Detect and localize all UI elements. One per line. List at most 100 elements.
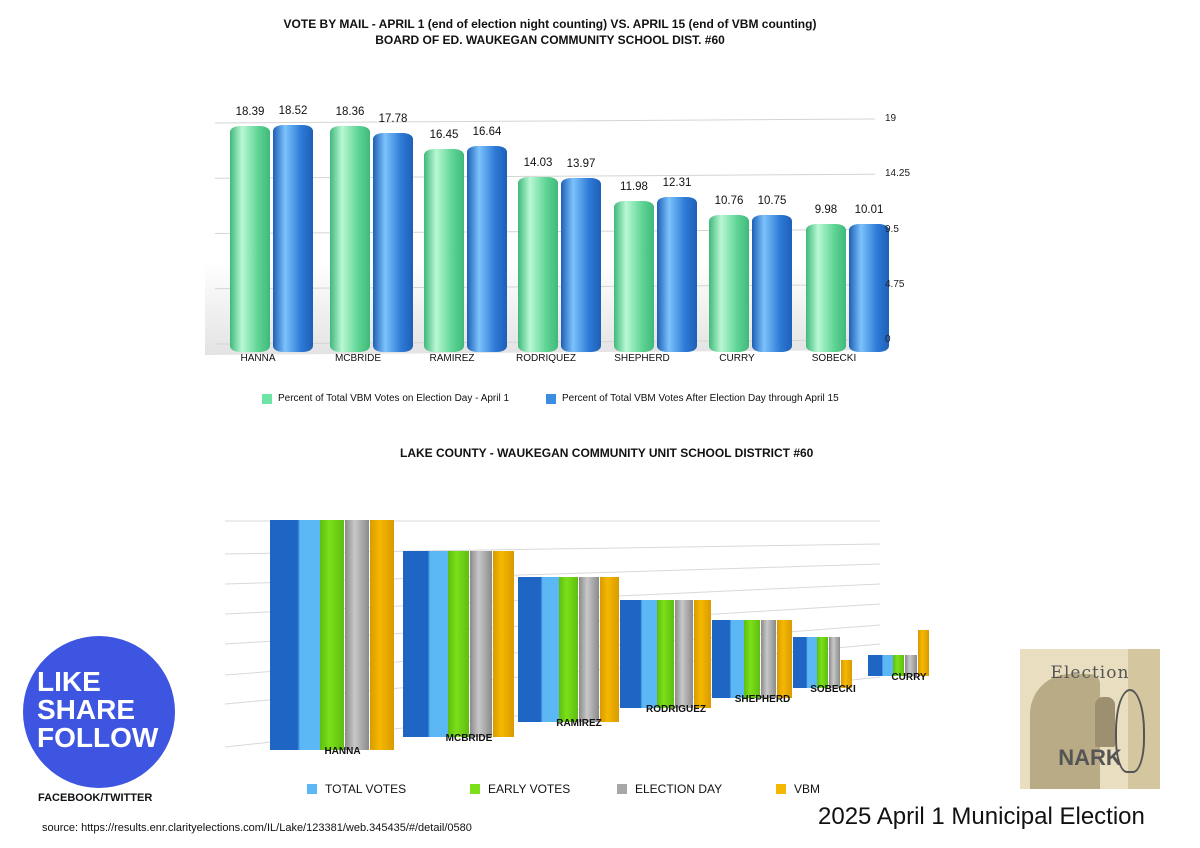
legend2-label: VBM <box>794 782 821 796</box>
legend1-swatch <box>262 393 272 404</box>
logo-text-bottom: NARK <box>1058 745 1122 770</box>
chart1-data-label: 11.98 <box>620 180 648 193</box>
chart2-bar-curry-total-votes <box>868 655 893 676</box>
legend2-label: ELECTION DAY <box>635 782 723 796</box>
chart1-data-label: 13.97 <box>566 157 596 170</box>
chart1-bar-mcbride-series1 <box>373 133 413 352</box>
chart2-bar-mcbride-early-votes <box>447 550 470 737</box>
chart1-data-label: 16.45 <box>429 128 459 141</box>
chart2-bar-rodriguez-early-votes <box>656 599 675 708</box>
chart1-bar-ramirez-series0 <box>424 148 464 352</box>
chart1-subtitle: BOARD OF ED. WAUKEGAN COMMUNITY SCHOOL D… <box>375 33 725 47</box>
chart2-bar-shepherd-early-votes <box>744 619 760 698</box>
badge-line-like: LIKE <box>37 666 101 697</box>
chart2-bar-hanna-election-day <box>345 520 369 750</box>
chart1-data-label: 18.39 <box>235 106 265 119</box>
chart2-category-label: RODRIGUEZ <box>646 704 706 715</box>
chart2-bar-ramirez-early-votes <box>558 577 579 722</box>
legend2-item-1: EARLY VOTES <box>470 782 570 796</box>
chart1-bar-curry-series1 <box>752 214 792 352</box>
chart1-bar-shepherd-series0 <box>614 200 654 352</box>
social-platforms: FACEBOOK/TWITTER <box>38 792 153 804</box>
chart1-bar-hanna-series1 <box>273 124 313 352</box>
legend1-label: Percent of Total VBM Votes After Electio… <box>562 393 839 404</box>
chart2-bar-curry-election-day <box>905 655 917 676</box>
chart1-data-label: 18.36 <box>335 106 365 119</box>
chart1-gridline <box>214 173 876 179</box>
badge-line-follow: FOLLOW <box>37 722 159 753</box>
legend2-item-3: VBM <box>776 782 820 796</box>
event-caption: 2025 April 1 Municipal Election <box>818 803 1145 830</box>
legend1-item-0: Percent of Total VBM Votes on Election D… <box>262 393 509 404</box>
chart2-bar-curry-early-votes <box>892 655 905 676</box>
chart2-bar-hanna-vbm <box>370 520 394 750</box>
chart2-bar-sobecki-total-votes <box>793 637 817 688</box>
chart2-bar-mcbride-vbm <box>492 550 514 737</box>
chart2-bar-sobecki-early-votes <box>817 637 828 688</box>
chart2-title: LAKE COUNTY - WAUKEGAN COMMUNITY UNIT SC… <box>400 446 814 460</box>
chart1-bar-hanna-series0 <box>230 126 270 352</box>
chart2-bar-hanna-early-votes <box>320 520 344 750</box>
chart1-data-label: 16.64 <box>472 126 502 139</box>
chart1-category-label: SOBECKI <box>811 353 857 364</box>
chart1-category-label: RAMIREZ <box>429 353 475 364</box>
legend2-item-0: TOTAL VOTES <box>307 782 406 796</box>
legend2-label: EARLY VOTES <box>488 782 571 796</box>
chart1-y-tick: 9.5 <box>885 223 899 235</box>
chart1-data-label: 9.98 <box>814 203 838 216</box>
legend2-swatch <box>307 784 317 794</box>
chart1-data-label: 10.01 <box>854 203 884 216</box>
chart2-category-label: HANNA <box>324 746 361 757</box>
chart1-bar-sobecki-series1 <box>849 223 889 352</box>
chart1-data-label: 18.52 <box>278 104 308 117</box>
chart2-category-label: MCBRIDE <box>445 733 493 744</box>
chart2-bar-rodriguez-vbm <box>693 599 711 708</box>
chart2-category-label: RAMIREZ <box>556 718 602 729</box>
chart1-data-label: 10.76 <box>714 194 744 207</box>
chart1-bar-sobecki-series0 <box>806 223 846 352</box>
chart1-bar-rodriquez-series1 <box>561 177 601 352</box>
chart2-category-label: CURRY <box>891 672 927 683</box>
chart1-y-tick: 19 <box>885 113 897 124</box>
chart1-category-label: MCBRIDE <box>334 353 382 364</box>
chart2-bar-rodriguez-election-day <box>675 599 693 708</box>
chart1-bar-ramirez-series1 <box>467 146 507 352</box>
chart2-bar-mcbride-total-votes <box>403 550 448 737</box>
chart1-data-label: 14.03 <box>523 156 553 169</box>
legend1-item-1: Percent of Total VBM Votes After Electio… <box>546 393 839 404</box>
legend2-swatch <box>470 784 480 794</box>
legend2-swatch <box>617 784 627 794</box>
like-share-follow-badge[interactable]: LIKE SHARE FOLLOW <box>23 636 175 788</box>
chart1-bar-mcbride-series0 <box>330 126 370 352</box>
chart1-data-label: 12.31 <box>662 176 692 189</box>
chart1-data-label: 17.78 <box>378 113 408 126</box>
chart1-y-tick: 0 <box>885 334 891 345</box>
badge-line-share: SHARE <box>37 694 136 725</box>
legend2-item-2: ELECTION DAY <box>617 782 722 796</box>
chart2-bar-shepherd-total-votes <box>712 619 745 698</box>
chart1-y-tick: 4.75 <box>885 278 905 290</box>
chart1-category-label: RODRIQUEZ <box>516 353 576 364</box>
chart1-category-label: CURRY <box>719 353 755 364</box>
legend1-swatch <box>546 393 556 404</box>
chart2-bar-mcbride-election-day <box>470 550 492 737</box>
chart1-category-label: SHEPHERD <box>614 353 670 364</box>
chart2-bar-ramirez-total-votes <box>518 577 559 722</box>
source-text: source: https://results.enr.clarityelect… <box>42 822 472 834</box>
logo-text-top: Election <box>1050 663 1130 683</box>
chart2-category-label: SHEPHERD <box>734 694 791 705</box>
chart1-gridline <box>214 118 876 124</box>
chart2-bar-sobecki-vbm <box>841 660 852 688</box>
chart2-bar-rodriguez-total-votes <box>620 599 657 708</box>
chart2-bar-ramirez-election-day <box>579 577 599 722</box>
chart1-bar-rodriquez-series0 <box>518 176 558 352</box>
chart2-bar-curry-vbm <box>917 630 929 676</box>
chart2-bar-shepherd-election-day <box>760 619 776 698</box>
chart2-category-label: SOBECKI <box>810 684 856 695</box>
legend2-swatch <box>776 784 786 794</box>
chart2-bar-hanna-total-votes <box>270 520 320 750</box>
legend1-label: Percent of Total VBM Votes on Election D… <box>278 393 510 404</box>
chart1-y-tick: 14.25 <box>885 168 911 180</box>
election-nark-logo: Election NARK <box>1020 649 1160 789</box>
